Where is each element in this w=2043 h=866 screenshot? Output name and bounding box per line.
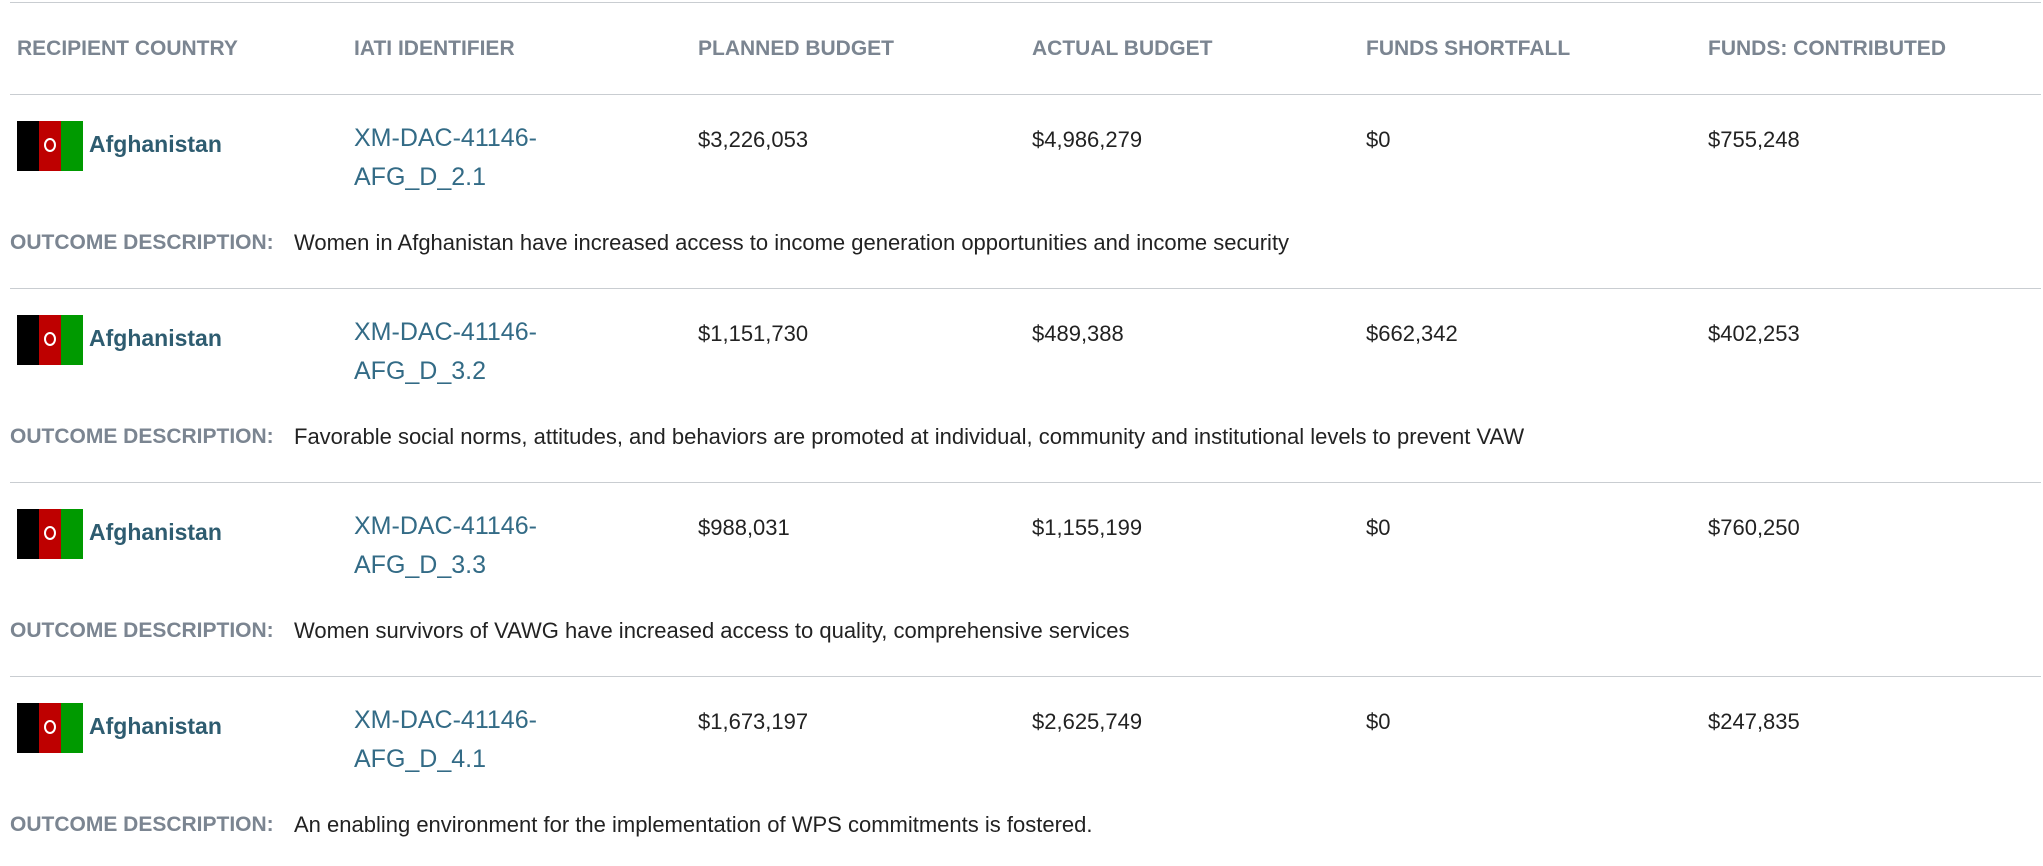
country-link: Afghanistan	[89, 713, 222, 739]
budget-value: $2,625,749	[1032, 709, 1143, 734]
identifier-link[interactable]: XM-DAC-41146-AFG_D_4.1	[354, 706, 537, 773]
column-header: RECIPIENT COUNTRY	[17, 37, 238, 60]
budget-value: $0	[1366, 709, 1391, 734]
flag-stripe	[61, 509, 83, 559]
outcome-label: OUTCOME DESCRIPTION:	[10, 813, 274, 836]
budget-value: $755,248	[1708, 127, 1800, 152]
identifier-link[interactable]: XM-DAC-41146-AFG_D_3.3	[354, 512, 537, 579]
flag-emblem	[44, 720, 56, 734]
column-header: PLANNED BUDGET	[698, 37, 895, 60]
country-link: Afghanistan	[89, 131, 222, 157]
flag-icon	[17, 703, 83, 753]
outcome-label: OUTCOME DESCRIPTION:	[10, 425, 274, 448]
flag-stripe	[39, 121, 61, 171]
row-border	[10, 676, 2041, 677]
outcome-label: OUTCOME DESCRIPTION:	[10, 231, 274, 254]
flag-stripe	[17, 315, 39, 365]
budget-value: $662,342	[1366, 321, 1458, 346]
budget-value: $489,388	[1032, 321, 1124, 346]
flag-icon	[17, 121, 83, 171]
budget-value: $1,151,730	[698, 321, 809, 346]
flag-icon	[17, 509, 83, 559]
outcome-text: Women in Afghanistan have increased acce…	[294, 230, 1290, 255]
flag-emblem	[44, 332, 56, 346]
budget-value: $4,986,279	[1032, 127, 1143, 152]
flag-icon	[17, 315, 83, 365]
flag-stripe	[17, 509, 39, 559]
flag-stripe	[39, 315, 61, 365]
flag-stripe	[61, 703, 83, 753]
budget-value: $1,155,199	[1032, 515, 1143, 540]
flag-stripe	[17, 703, 39, 753]
flag-stripe	[39, 703, 61, 753]
flag-stripe	[61, 315, 83, 365]
budget-value: $0	[1366, 515, 1391, 540]
outcome-text: Women survivors of VAWG have increased a…	[294, 618, 1130, 643]
column-header: ACTUAL BUDGET	[1032, 37, 1213, 60]
flag-stripe	[17, 121, 39, 171]
country-link: Afghanistan	[89, 325, 222, 351]
outcome-text: Favorable social norms, attitudes, and b…	[294, 424, 1525, 449]
flag-stripe	[61, 121, 83, 171]
outcome-text: An enabling environment for the implemen…	[294, 812, 1093, 837]
flag-stripe	[39, 509, 61, 559]
flag-emblem	[44, 138, 56, 152]
budget-value: $988,031	[698, 515, 790, 540]
budget-value: $402,253	[1708, 321, 1800, 346]
column-header: IATI IDENTIFIER	[354, 37, 515, 60]
identifier-link[interactable]: XM-DAC-41146-AFG_D_2.1	[354, 124, 537, 191]
budget-value: $1,673,197	[698, 709, 809, 734]
budget-value: $3,226,053	[698, 127, 809, 152]
flag-emblem	[44, 526, 56, 540]
budget-value: $247,835	[1708, 709, 1800, 734]
top-border	[10, 2, 2041, 3]
budget-value: $760,250	[1708, 515, 1800, 540]
row-border	[10, 482, 2041, 483]
header-border	[10, 94, 2041, 95]
column-header: FUNDS SHORTFALL	[1366, 37, 1571, 60]
outcome-label: OUTCOME DESCRIPTION:	[10, 619, 274, 642]
country-link: Afghanistan	[89, 519, 222, 545]
row-border	[10, 288, 2041, 289]
budget-value: $0	[1366, 127, 1391, 152]
column-header: FUNDS: CONTRIBUTED	[1708, 37, 1946, 60]
identifier-link[interactable]: XM-DAC-41146-AFG_D_3.2	[354, 318, 537, 385]
